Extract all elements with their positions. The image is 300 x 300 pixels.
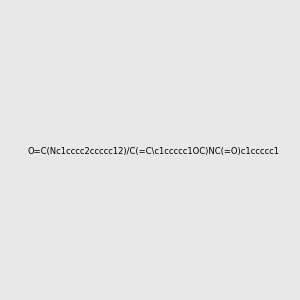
Text: O=C(Nc1cccc2ccccc12)/C(=C\c1ccccc1OC)NC(=O)c1ccccc1: O=C(Nc1cccc2ccccc12)/C(=C\c1ccccc1OC)NC(… [28,147,280,156]
